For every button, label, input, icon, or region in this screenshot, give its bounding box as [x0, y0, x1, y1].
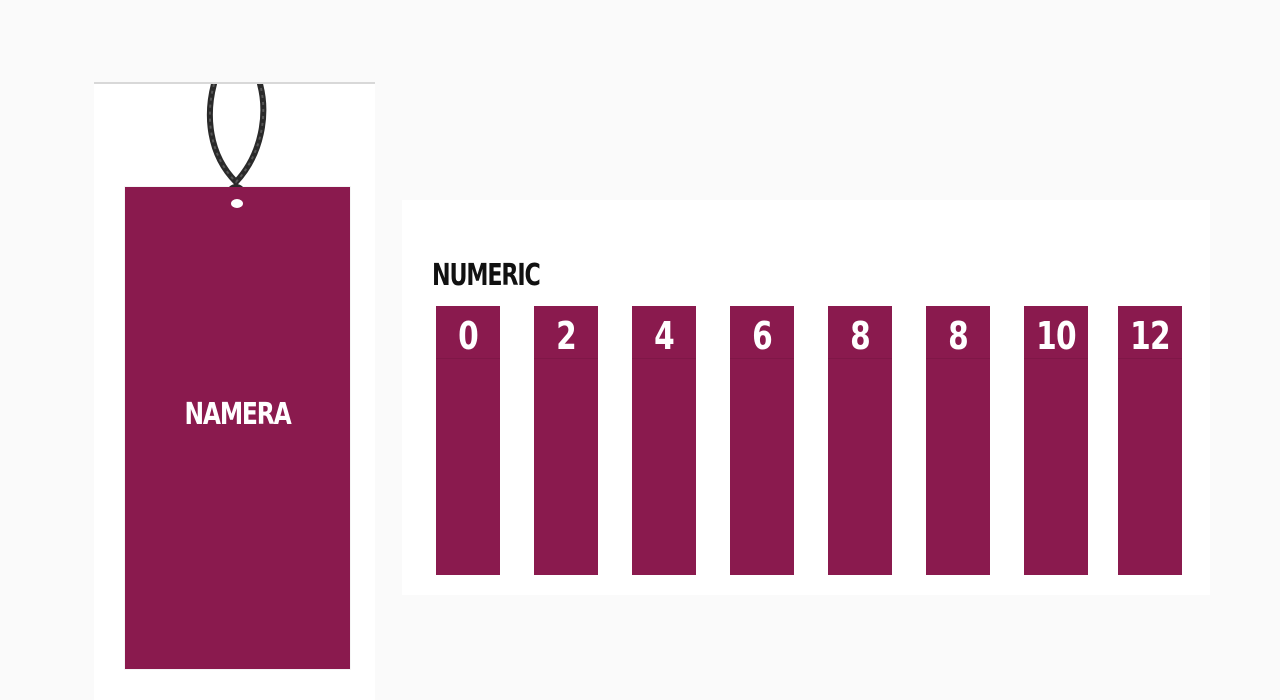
size-strip: 6 — [730, 306, 794, 575]
hang-tag-panel: NAMERA — [94, 82, 375, 700]
section-title: NUMERIC — [432, 258, 541, 293]
hang-tag: NAMERA — [125, 187, 350, 669]
size-label: 4 — [654, 314, 675, 358]
size-strip: 8 — [828, 306, 892, 575]
size-label: 6 — [752, 314, 773, 358]
size-strip: 0 — [436, 306, 500, 575]
size-label: 8 — [948, 314, 969, 358]
size-strip: 8 — [926, 306, 990, 575]
twisted-cord-icon — [207, 84, 267, 200]
numeric-size-panel: NUMERIC 0 2 4 6 8 8 10 12 — [402, 200, 1210, 595]
size-label: 10 — [1036, 314, 1076, 358]
size-label: 2 — [556, 314, 577, 358]
size-strip: 2 — [534, 306, 598, 575]
size-label: 0 — [458, 314, 479, 358]
size-strip: 4 — [632, 306, 696, 575]
brand-name: NAMERA — [184, 397, 291, 432]
size-strip: 10 — [1024, 306, 1088, 575]
size-label: 12 — [1130, 314, 1170, 358]
size-label: 8 — [850, 314, 871, 358]
tag-hole — [231, 199, 243, 208]
size-strip: 12 — [1118, 306, 1182, 575]
